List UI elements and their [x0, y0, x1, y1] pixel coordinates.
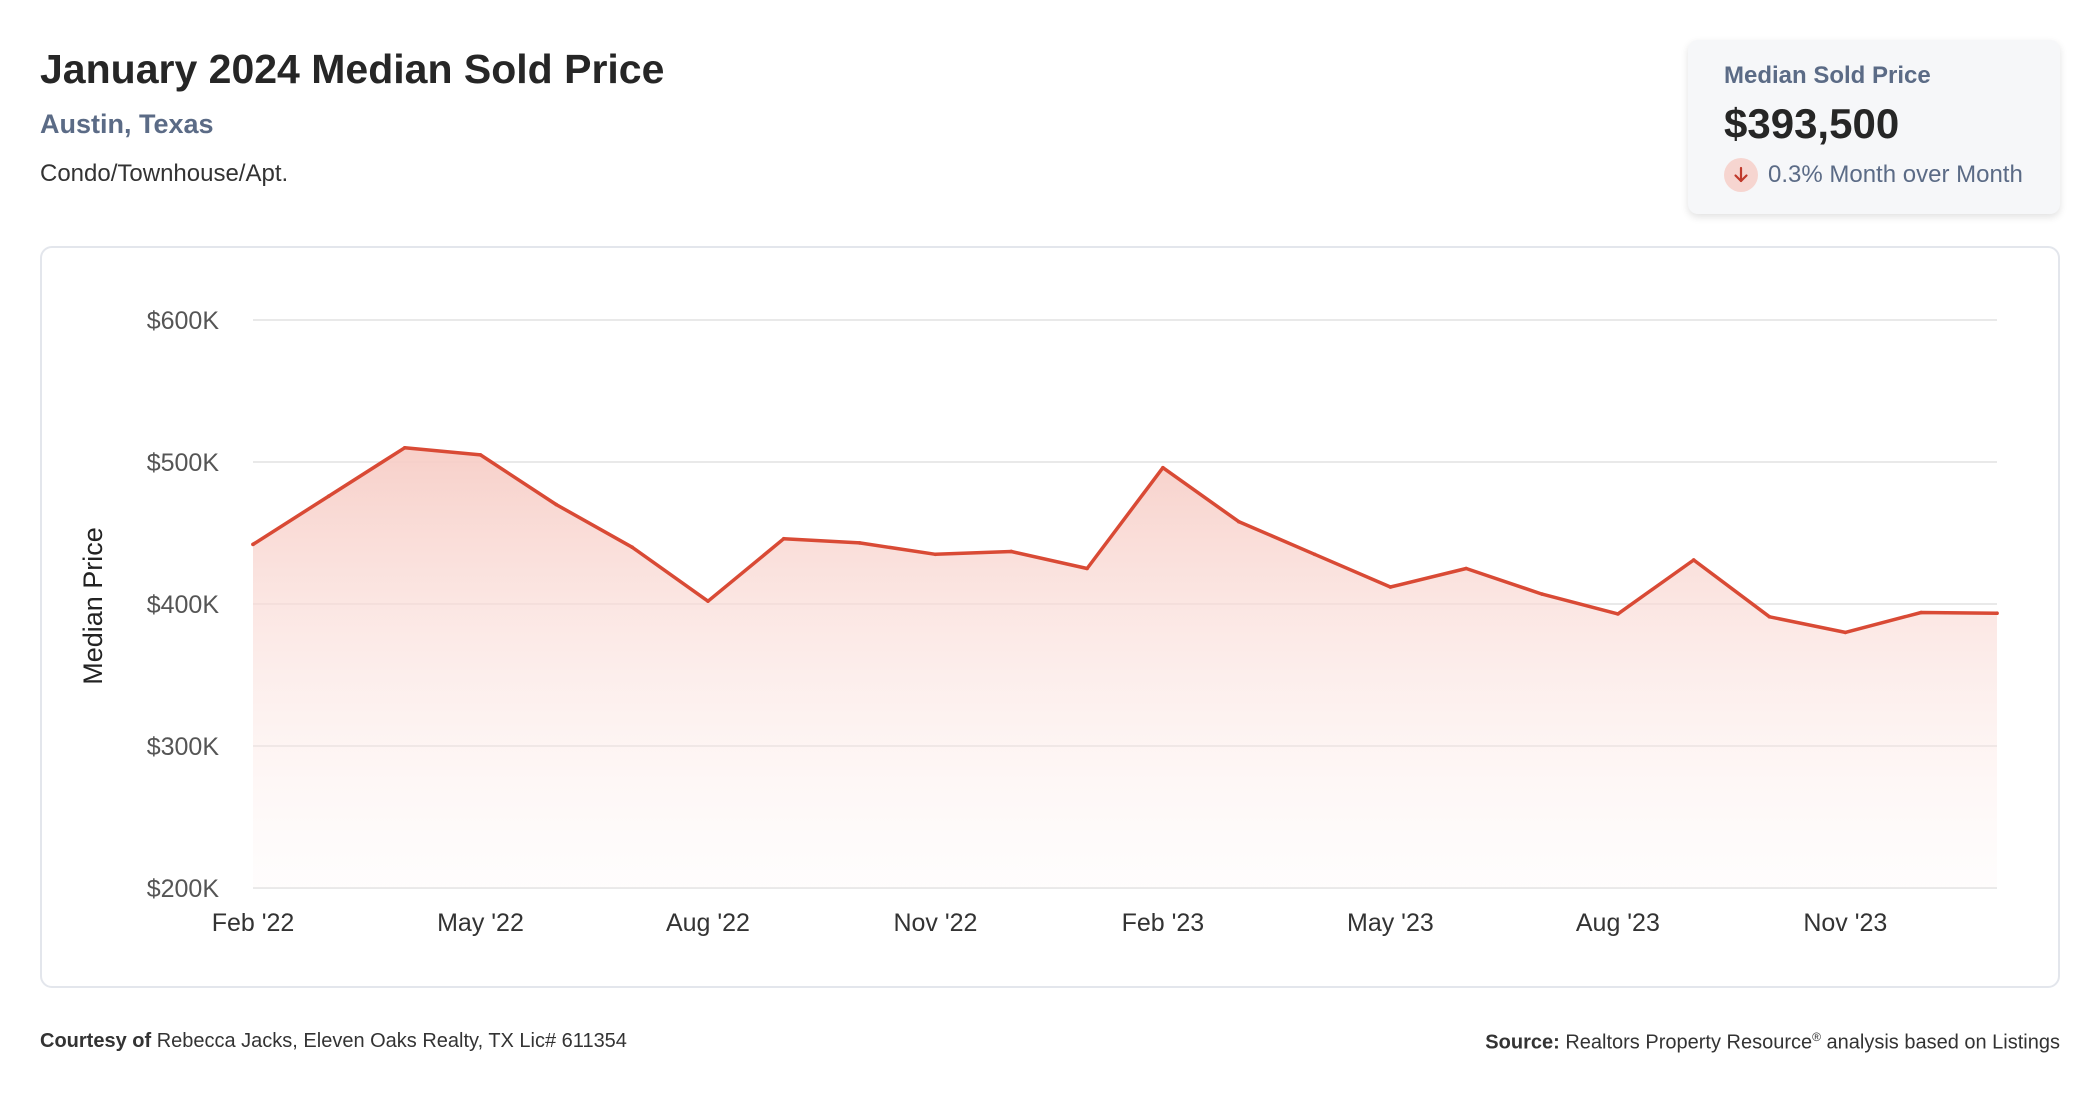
x-tick-label: Feb '23 — [1122, 909, 1205, 937]
y-tick-label: $600K — [147, 307, 220, 335]
data-point — [1161, 465, 1165, 470]
data-point — [706, 599, 710, 603]
data-point — [251, 542, 255, 547]
data-point — [1009, 549, 1014, 554]
x-tick-label: Nov '23 — [1803, 909, 1887, 937]
page-title: January 2024 Median Sold Price — [40, 46, 665, 92]
x-tick-label: Aug '23 — [1576, 909, 1660, 937]
source-label: Source: — [1485, 1031, 1560, 1054]
data-point — [1767, 614, 1772, 619]
data-point — [554, 502, 559, 507]
median-price-card: Median Sold Price $393,500 0.3% Month ov… — [1688, 40, 2060, 214]
data-point — [1085, 566, 1089, 571]
data-point — [857, 541, 862, 545]
data-point — [1995, 611, 1999, 616]
y-tick-label: $500K — [147, 449, 220, 477]
source-text-after: analysis based on Listings — [1820, 1031, 2061, 1054]
stat-change-text: 0.3% Month over Month — [1768, 161, 2023, 188]
median-price-chart: $200K $300K $400K $500K $600K Feb '22 May '22… — [78, 307, 1999, 937]
data-point — [1388, 585, 1393, 589]
data-point — [478, 453, 483, 457]
data-point — [1843, 630, 1848, 635]
data-point — [327, 494, 331, 498]
data-point — [781, 536, 786, 541]
property-type-label: Condo/Townhouse/Apt. — [40, 160, 289, 187]
stat-value: $393,500 — [1724, 100, 1900, 147]
series-area — [253, 447, 1997, 888]
data-point — [1236, 519, 1241, 524]
location-subtitle: Austin, Texas — [40, 109, 214, 139]
arrow-down-icon — [1724, 158, 1758, 192]
x-tick-label: Feb '22 — [212, 909, 295, 937]
registered-mark: ® — [1812, 1030, 1821, 1044]
y-tick-label: $400K — [147, 591, 220, 619]
series-line — [251, 446, 1999, 635]
source-text-before: Realtors Property Resource — [1565, 1031, 1813, 1054]
data-point — [630, 545, 634, 549]
x-tick-label: May '22 — [437, 909, 524, 937]
source-footer: Source: Realtors Property Resource® anal… — [1485, 1030, 2060, 1055]
y-tick-label: $200K — [147, 875, 220, 903]
data-point — [933, 552, 938, 557]
data-point — [1616, 612, 1620, 616]
data-point — [1540, 592, 1544, 596]
data-point — [402, 446, 407, 450]
y-tick-label: $300K — [147, 733, 220, 761]
x-tick-label: May '23 — [1347, 909, 1434, 937]
y-axis-label: Median Price — [78, 527, 108, 685]
chart-panel: $200K $300K $400K $500K $600K Feb '22 May '22… — [40, 246, 2060, 988]
data-point — [1312, 552, 1317, 557]
data-point — [1464, 566, 1469, 571]
x-tick-label: Aug '22 — [666, 909, 750, 937]
stat-change: 0.3% Month over Month — [1724, 158, 2060, 192]
data-point — [1919, 610, 1923, 615]
courtesy-footer: Courtesy of Rebecca Jacks, Eleven Oaks R… — [40, 1030, 627, 1053]
stat-label: Median Sold Price — [1724, 62, 1931, 89]
courtesy-text: Rebecca Jacks, Eleven Oaks Realty, TX Li… — [156, 1030, 627, 1052]
data-point — [1691, 558, 1696, 562]
x-tick-label: Nov '22 — [893, 909, 977, 937]
courtesy-label: Courtesy of — [40, 1030, 152, 1052]
